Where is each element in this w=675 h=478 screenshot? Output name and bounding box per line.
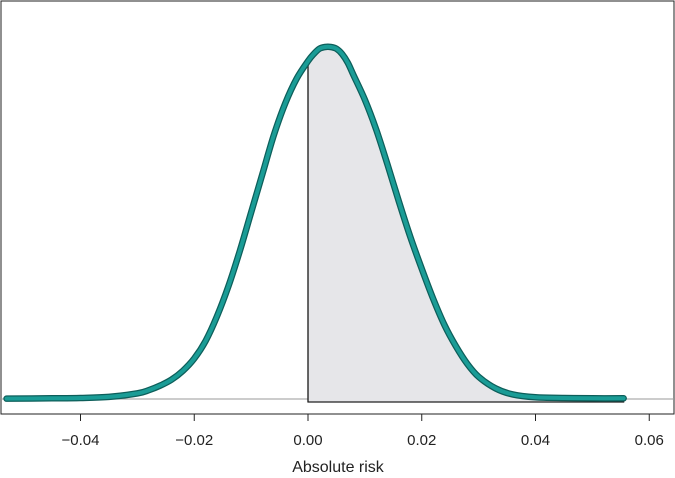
x-tick-label: 0.00 — [293, 432, 322, 449]
x-tick-label: 0.06 — [635, 432, 664, 449]
x-tick-label: −0.04 — [62, 432, 100, 449]
x-axis: −0.04 −0.02 0.00 0.02 0.04 0.06 — [62, 414, 664, 449]
x-axis-title: Absolute risk — [292, 459, 385, 476]
x-tick-label: 0.02 — [407, 432, 436, 449]
density-curve — [4, 44, 626, 401]
x-tick-label: 0.04 — [521, 432, 550, 449]
x-tick-label: −0.02 — [175, 432, 213, 449]
